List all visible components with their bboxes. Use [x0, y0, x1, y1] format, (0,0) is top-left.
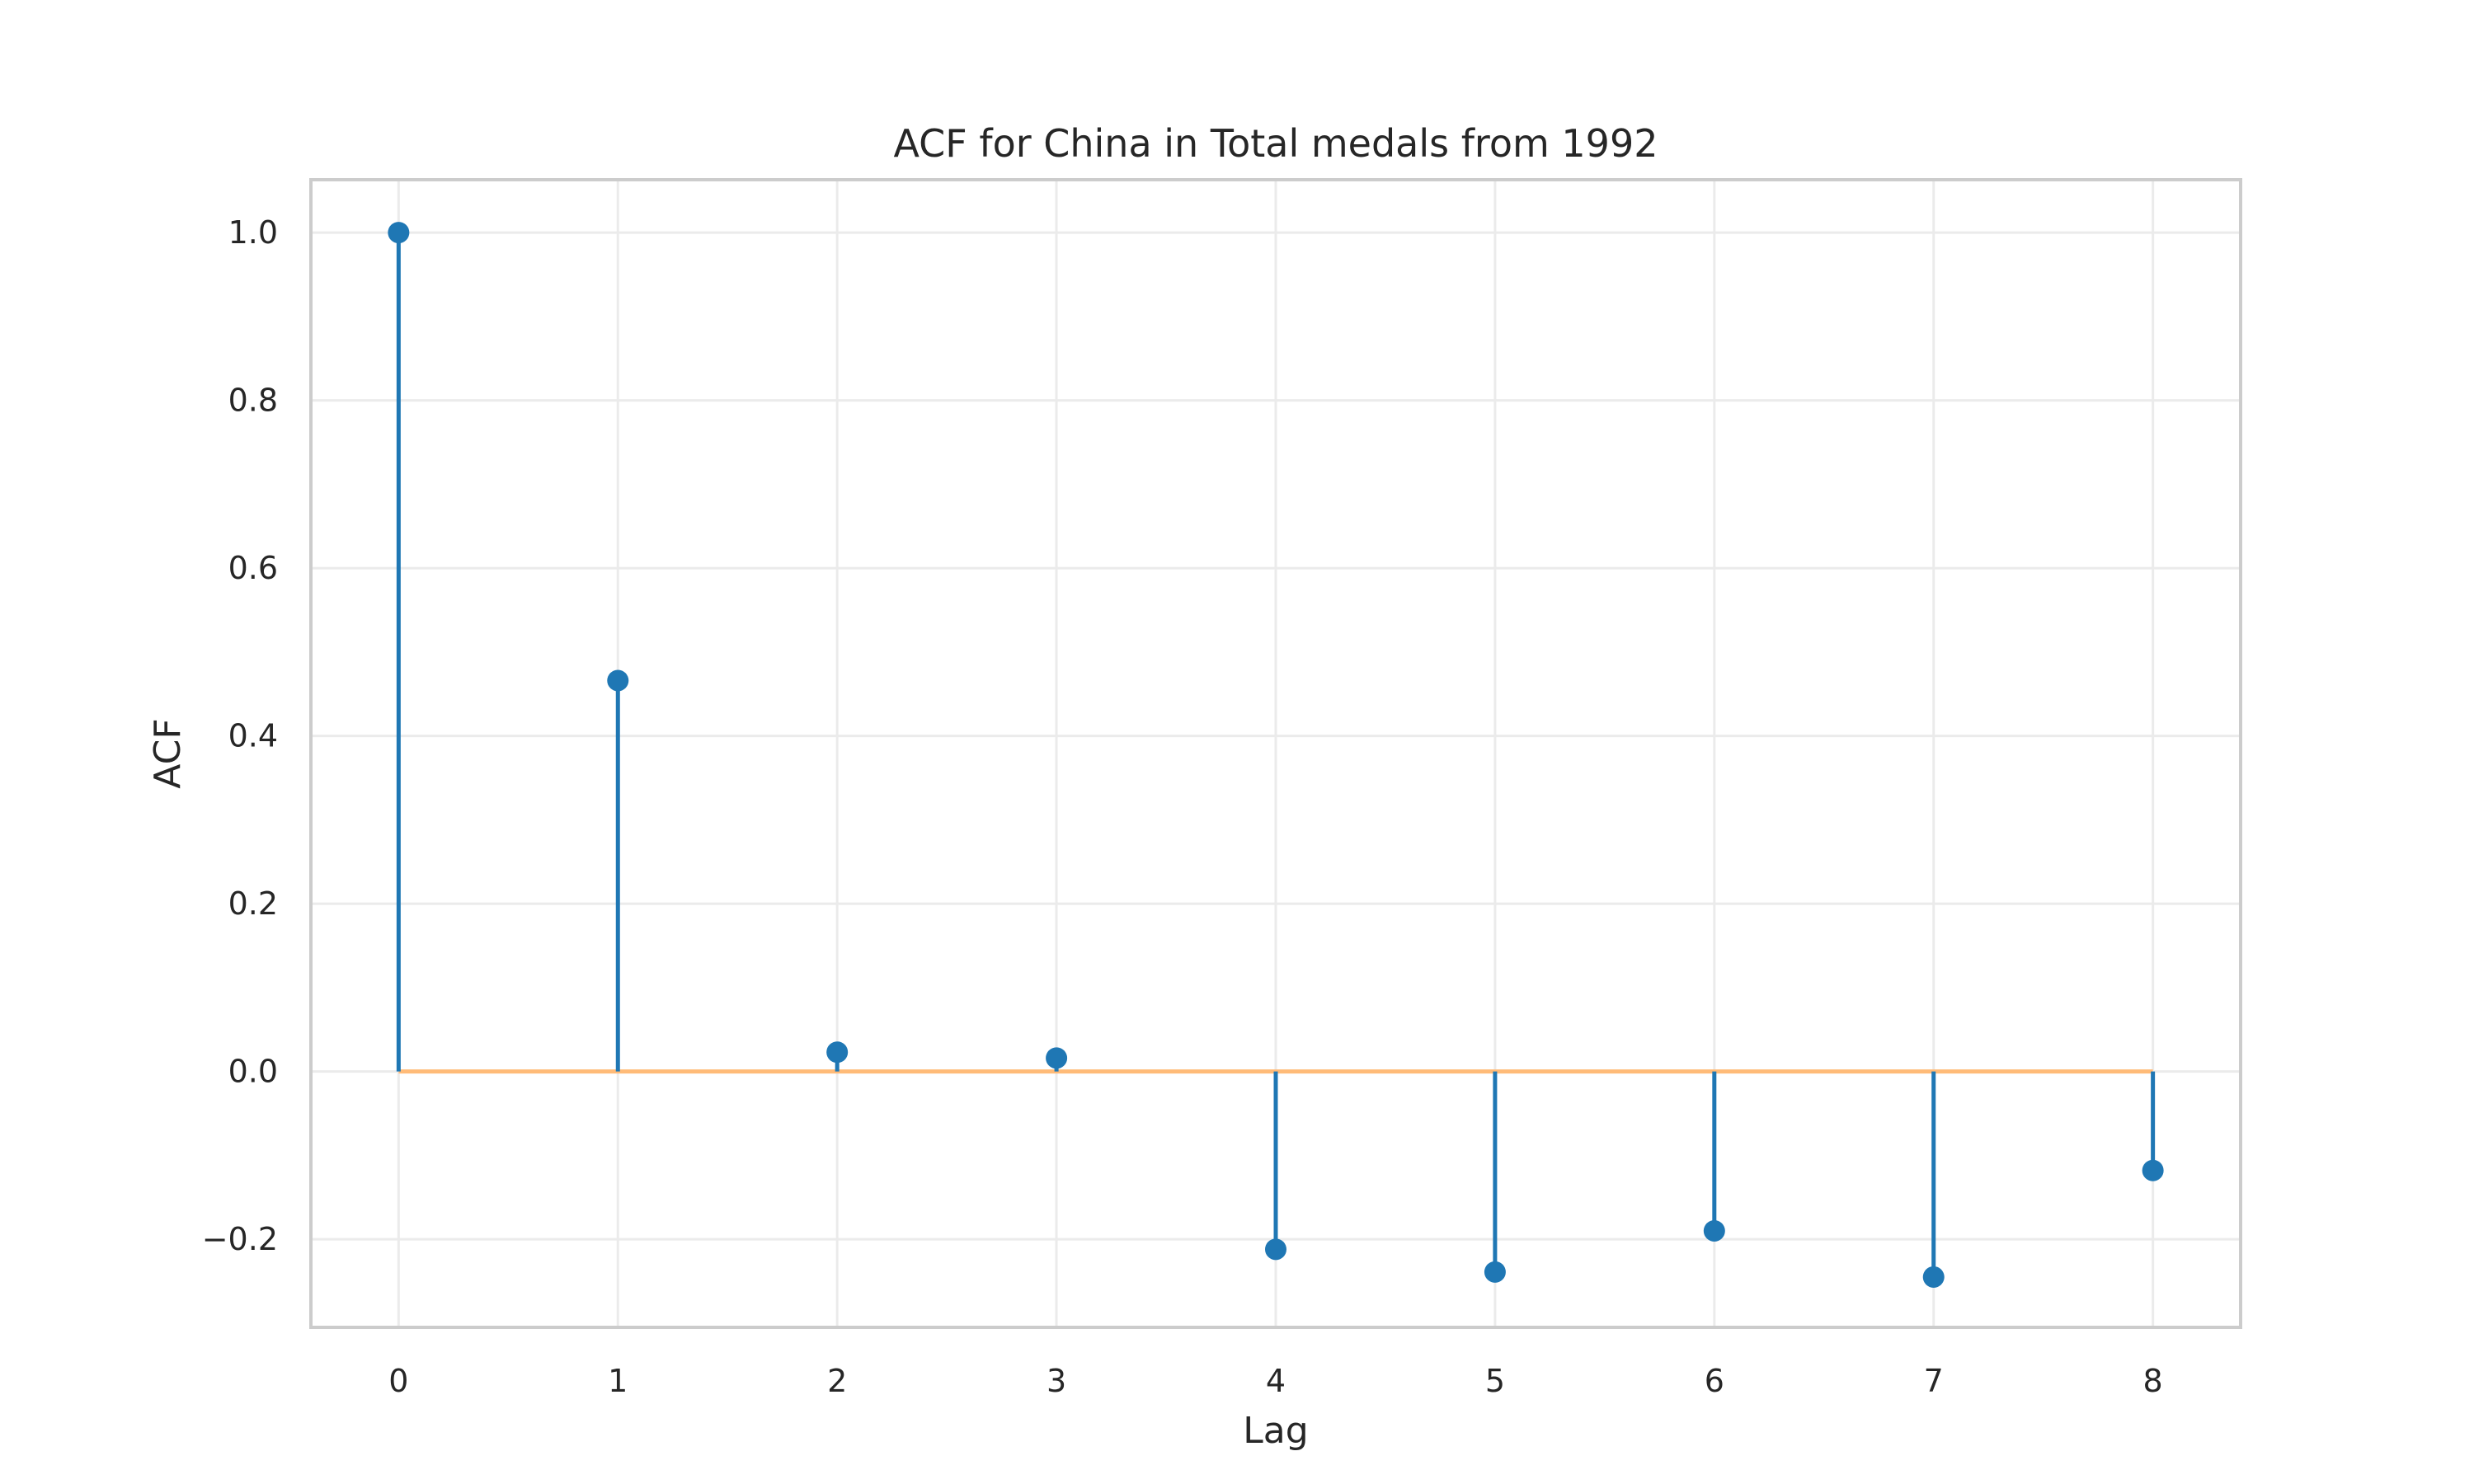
y-tick-labels: −0.2 0.0 0.2 0.4 0.6 0.8 1.0 — [202, 214, 278, 1257]
data-point — [607, 669, 629, 692]
x-tick-label: 5 — [1485, 1363, 1505, 1399]
y-tick-label: 0.2 — [228, 885, 278, 922]
data-point — [388, 222, 410, 244]
x-tick-label: 1 — [608, 1363, 628, 1399]
x-tick-label: 2 — [827, 1363, 847, 1399]
data-point — [1922, 1266, 1945, 1288]
x-tick-labels: 0 1 2 3 4 5 6 7 8 — [388, 1363, 2162, 1399]
y-tick-label: 0.4 — [228, 718, 278, 754]
data-point — [1046, 1047, 1068, 1069]
plot-frame — [309, 178, 2242, 1329]
x-axis-title: Lag — [1243, 1410, 1308, 1452]
data-point — [1703, 1219, 1725, 1242]
y-tick-label: −0.2 — [202, 1221, 278, 1257]
x-tick-label: 4 — [1266, 1363, 1286, 1399]
x-tick-label: 3 — [1047, 1363, 1066, 1399]
data-point — [826, 1041, 849, 1064]
x-tick-label: 0 — [388, 1363, 408, 1399]
data-point — [2142, 1159, 2164, 1181]
x-tick-label: 7 — [1924, 1363, 1944, 1399]
data-point — [1265, 1238, 1286, 1261]
chart-title: ACF for China in Total medals from 1992 — [894, 121, 1658, 166]
x-tick-label: 8 — [2143, 1363, 2163, 1399]
y-tick-label: 0.8 — [228, 383, 278, 419]
data-point — [1484, 1261, 1506, 1283]
y-tick-label: 1.0 — [228, 214, 278, 251]
y-axis-title: ACF — [147, 718, 189, 788]
markers — [388, 222, 2164, 1288]
x-tick-label: 6 — [1705, 1363, 1724, 1399]
y-tick-label: 0.0 — [228, 1054, 278, 1090]
stems — [396, 232, 2156, 1277]
y-tick-label: 0.6 — [228, 550, 278, 586]
